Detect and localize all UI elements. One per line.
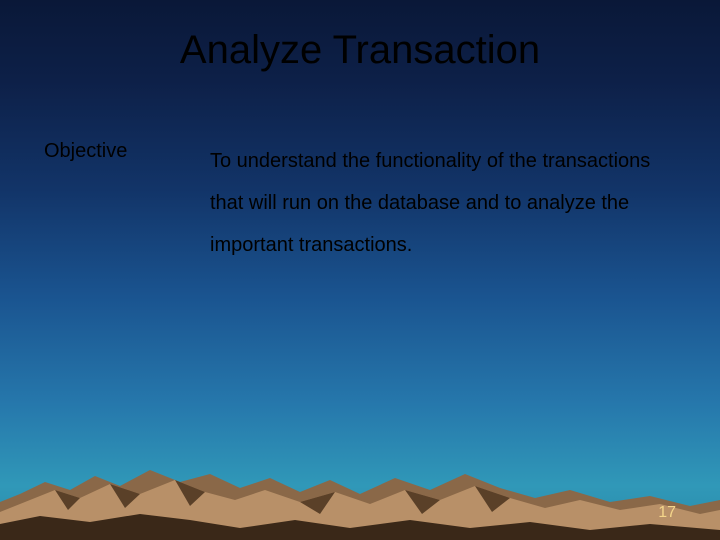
slide: Analyze Transaction Objective To underst…: [0, 0, 720, 540]
slide-title: Analyze Transaction: [0, 28, 720, 73]
objective-body: To understand the functionality of the t…: [210, 140, 680, 266]
mountains-decoration: [0, 420, 720, 540]
objective-label: Objective: [44, 140, 127, 163]
page-number: 17: [658, 504, 676, 522]
